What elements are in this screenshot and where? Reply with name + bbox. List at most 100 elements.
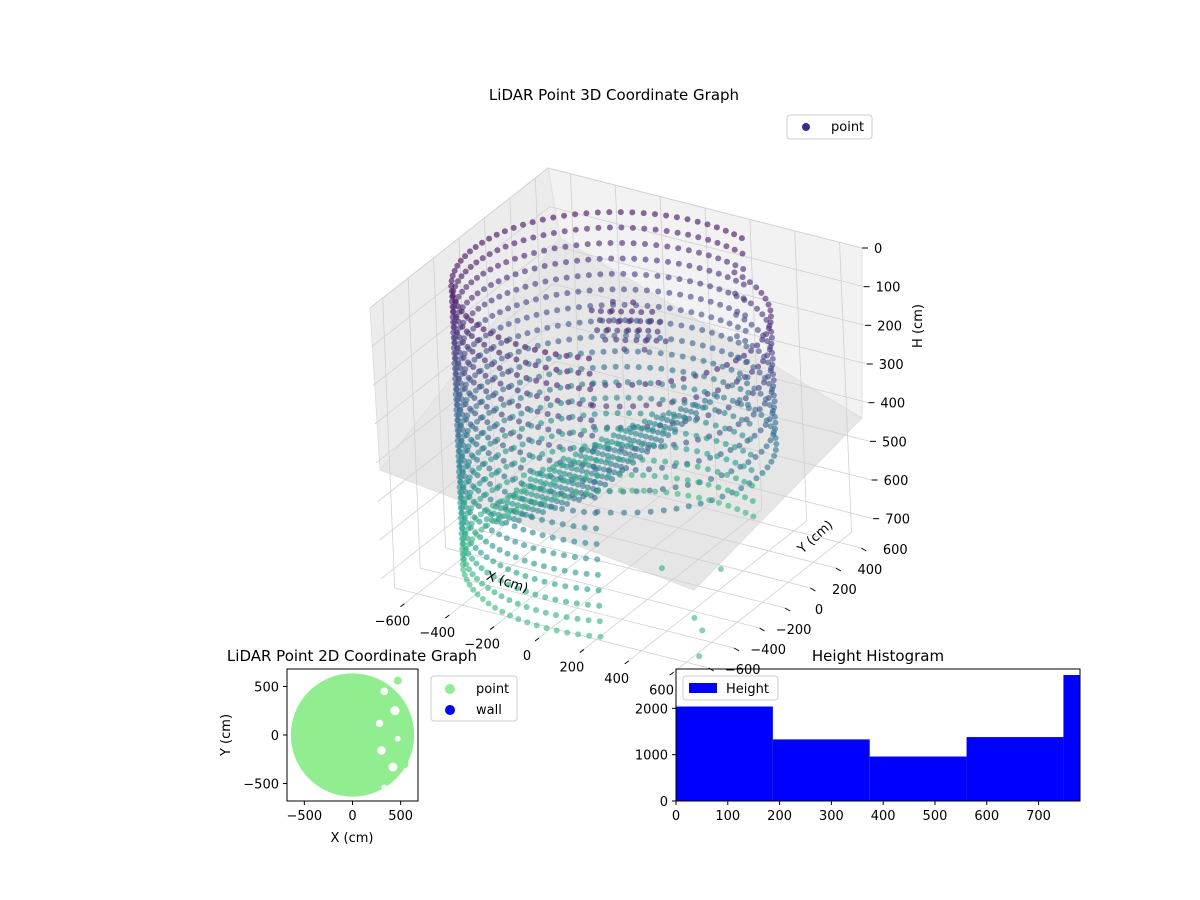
- point-3d: [505, 581, 512, 588]
- point-3d: [519, 425, 525, 432]
- point-3d: [699, 627, 706, 634]
- left-grid-h: [372, 245, 552, 386]
- histogram-ticks: 0 100 200 300 400 500 600 700 0 1000 2000: [635, 702, 1051, 824]
- point-3d: [714, 366, 721, 372]
- point-3d: [625, 394, 632, 401]
- point-3d: [651, 473, 658, 479]
- point-3d: [486, 465, 493, 472]
- z-tick-label-3d: 0: [874, 242, 882, 257]
- point-3d: [540, 232, 547, 239]
- point-3d: [706, 267, 713, 274]
- point-3d: [620, 434, 627, 441]
- point-3d: [623, 465, 630, 472]
- legend-2d-label-wall: wall: [476, 703, 502, 718]
- point-3d: [599, 473, 605, 480]
- point-3d: [488, 456, 494, 463]
- point-3d: [483, 388, 490, 395]
- point-3d: [516, 418, 522, 425]
- point-3d: [771, 452, 778, 459]
- point-3d: [594, 571, 601, 578]
- point-3d: [470, 341, 477, 348]
- y-tick-label-2d: −500: [243, 778, 279, 793]
- x-tick-3d: [489, 626, 495, 630]
- point-3d: [649, 411, 655, 418]
- point-3d: [549, 534, 556, 541]
- point-3d: [652, 211, 658, 218]
- point-3d: [462, 448, 468, 455]
- point-3d: [634, 328, 641, 335]
- point-3d: [581, 509, 588, 515]
- point-3d: [487, 496, 494, 503]
- point-3d: [629, 209, 636, 216]
- point-3d: [539, 532, 546, 539]
- point-3d: [556, 353, 563, 360]
- point-3d: [646, 419, 653, 426]
- point-3d: [611, 469, 618, 476]
- point-3d: [645, 318, 652, 325]
- point-3d: [476, 465, 482, 471]
- point-3d: [703, 419, 709, 426]
- point-3d: [622, 450, 628, 456]
- point-3d: [678, 322, 685, 329]
- point-3d: [603, 327, 610, 334]
- point-3d: [642, 433, 649, 440]
- y-tick-3d: [861, 547, 867, 552]
- point-3d: [691, 614, 698, 621]
- point-3d: [490, 343, 497, 350]
- point-3d: [522, 573, 529, 579]
- point-3d: [485, 394, 492, 401]
- point-3d: [636, 379, 643, 386]
- point-3d: [641, 225, 648, 232]
- point-3d: [458, 509, 465, 516]
- point-3d: [466, 361, 473, 368]
- point-3d: [483, 506, 490, 513]
- point-3d: [547, 503, 553, 510]
- point-3d: [578, 366, 585, 372]
- point-3d: [574, 615, 581, 622]
- legend-histogram-swatch: [689, 683, 717, 693]
- gap-2d: [375, 719, 384, 728]
- left-grid-h: [369, 167, 549, 309]
- y-tick-3d: [835, 567, 842, 572]
- back-grid-h: [555, 360, 871, 442]
- z-tick-label-3d: 300: [879, 358, 904, 373]
- point-3d: [576, 319, 583, 326]
- point-3d: [493, 405, 500, 412]
- point-3d: [543, 294, 549, 300]
- point-3d: [514, 387, 521, 394]
- point-3d: [724, 274, 731, 281]
- point-3d: [704, 450, 711, 457]
- point-3d: [745, 405, 752, 412]
- point-3d: [722, 227, 729, 234]
- z-tick-label-3d: 200: [877, 319, 902, 334]
- point-3d: [616, 448, 623, 455]
- point-3d: [530, 484, 537, 491]
- point-3d: [539, 472, 546, 479]
- point-3d: [541, 247, 548, 254]
- point-3d: [513, 302, 520, 309]
- left-grid-y: [433, 257, 446, 549]
- point-3d: [679, 353, 686, 360]
- point-3d: [642, 256, 649, 263]
- point-3d: [608, 255, 615, 262]
- point-3d: [730, 413, 737, 420]
- point-3d: [491, 359, 498, 366]
- point-3d: [716, 499, 722, 506]
- point-3d: [769, 407, 776, 414]
- point-3d: [516, 495, 523, 502]
- point-3d: [720, 379, 727, 386]
- point-3d: [546, 457, 553, 464]
- point-3d: [507, 351, 514, 358]
- point-3d: [722, 425, 729, 432]
- point-3d: [684, 216, 691, 223]
- point-3d: [527, 476, 534, 483]
- point-3d: [454, 396, 461, 403]
- point-3d: [731, 444, 738, 451]
- point-3d: [575, 481, 581, 488]
- point-3d: [597, 480, 604, 487]
- point-3d: [742, 395, 749, 402]
- point-3d: [577, 452, 584, 459]
- point-3d: [757, 427, 764, 434]
- point-3d: [455, 448, 462, 455]
- point-3d: [481, 357, 488, 364]
